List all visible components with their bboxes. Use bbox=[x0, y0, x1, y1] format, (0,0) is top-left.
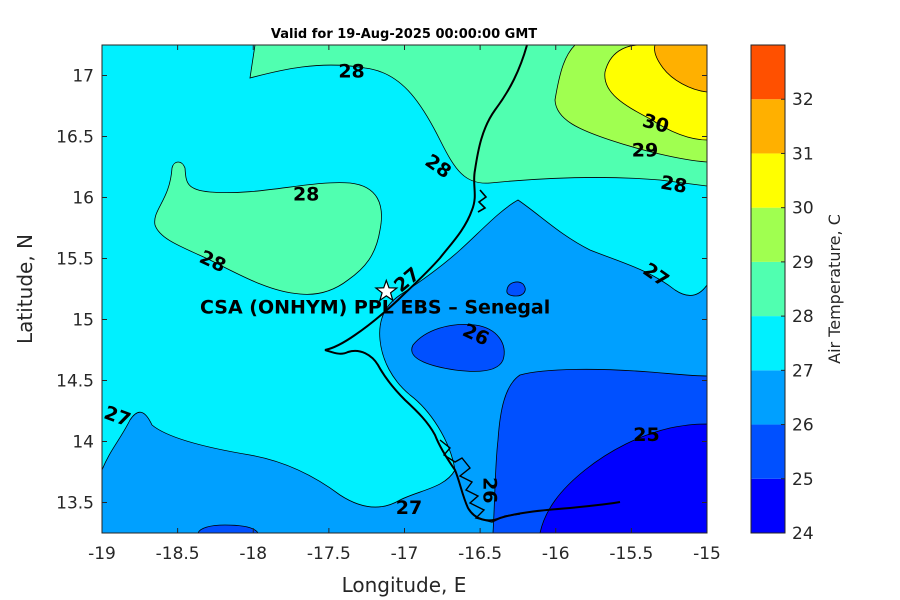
y-tick-label: 14.5 bbox=[56, 372, 94, 392]
colorbar-frame bbox=[750, 44, 786, 534]
colorbar-tick-label: 27 bbox=[792, 361, 814, 381]
band-28-29-west bbox=[154, 161, 382, 295]
estuary bbox=[439, 439, 521, 523]
temperature-field bbox=[102, 45, 707, 533]
colorbar-swatch bbox=[751, 370, 785, 425]
figure-title: Valid for 19-Aug-2025 00:00:00 GMT bbox=[271, 27, 537, 42]
colorbar-swatch bbox=[751, 207, 785, 262]
colorbar-swatch bbox=[751, 99, 785, 154]
x-tick-label: -17.5 bbox=[307, 544, 351, 564]
x-tick-label: -18.5 bbox=[156, 544, 200, 564]
colorbar-label: Air Temperature, C bbox=[825, 214, 844, 364]
river-inlet bbox=[477, 189, 488, 213]
colorbar-swatch bbox=[751, 424, 785, 479]
contour-label: 28 bbox=[338, 60, 364, 82]
band-31-32 bbox=[654, 45, 707, 93]
x-tick-label: -17 bbox=[391, 544, 419, 564]
band-24-25 bbox=[539, 423, 707, 533]
y-tick-label: 17 bbox=[72, 67, 94, 87]
y-tick-label: 15 bbox=[72, 311, 94, 331]
contour-label: 25 bbox=[633, 424, 659, 446]
x-tick-label: -15.5 bbox=[609, 544, 653, 564]
y-tick-label: 15.5 bbox=[56, 250, 94, 270]
colorbar-swatch bbox=[751, 153, 785, 208]
colorbar-swatch bbox=[751, 45, 785, 100]
contour-label: 27 bbox=[396, 497, 422, 519]
x-tick-label: -16.5 bbox=[458, 544, 502, 564]
x-tick-label: -19 bbox=[88, 544, 116, 564]
contour-label: 28 bbox=[293, 184, 319, 206]
station-star-icon bbox=[374, 278, 399, 302]
station-marker: CSA (ONHYM) PPL EBS – Senegal bbox=[200, 278, 550, 318]
y-tick-label: 13.5 bbox=[56, 494, 94, 514]
colorbar-tick-label: 30 bbox=[792, 199, 814, 219]
colorbar-tick-label: 25 bbox=[792, 470, 814, 490]
y-tick-label: 14 bbox=[72, 433, 94, 453]
y-axis-label: Latitude, N bbox=[13, 234, 37, 344]
band-25-26-small bbox=[506, 281, 526, 297]
station-label: CSA (ONHYM) PPL EBS – Senegal bbox=[200, 296, 550, 318]
band-25-26-center bbox=[411, 324, 505, 372]
x-axis-ticks: -19 -18.5 -18 -17.5 -17 -16.5 -16 -15.5 -15 bbox=[88, 45, 721, 564]
colorbar-tick-label: 29 bbox=[792, 253, 814, 273]
colorbar-tick-label: 24 bbox=[792, 524, 814, 544]
contour-label: 28 bbox=[659, 172, 689, 198]
colorbar-swatch bbox=[751, 261, 785, 317]
x-tick-label: -15 bbox=[693, 544, 721, 564]
y-tick-label: 16 bbox=[72, 189, 94, 209]
contour-label: 26 bbox=[479, 477, 501, 503]
contour-label: 29 bbox=[632, 140, 658, 162]
x-tick-label: -16 bbox=[542, 544, 570, 564]
y-axis-ticks: 13.5 14 14.5 15 15.5 16 16.5 17 bbox=[56, 67, 707, 514]
colorbar-tick-label: 32 bbox=[792, 90, 814, 110]
x-axis-label: Longitude, E bbox=[342, 573, 467, 597]
colorbar-tick-label: 31 bbox=[792, 144, 814, 164]
y-tick-label: 16.5 bbox=[56, 128, 94, 148]
colorbar-swatch bbox=[751, 316, 785, 371]
colorbar: 24 25 26 27 28 29 30 31 32 bbox=[750, 44, 814, 544]
band-25-26-southwest bbox=[197, 524, 259, 533]
colorbar-tick-label: 26 bbox=[792, 416, 814, 436]
colorbar-tick-label: 28 bbox=[792, 307, 814, 327]
x-tick-label: -18 bbox=[239, 544, 267, 564]
colorbar-swatch bbox=[751, 478, 785, 533]
